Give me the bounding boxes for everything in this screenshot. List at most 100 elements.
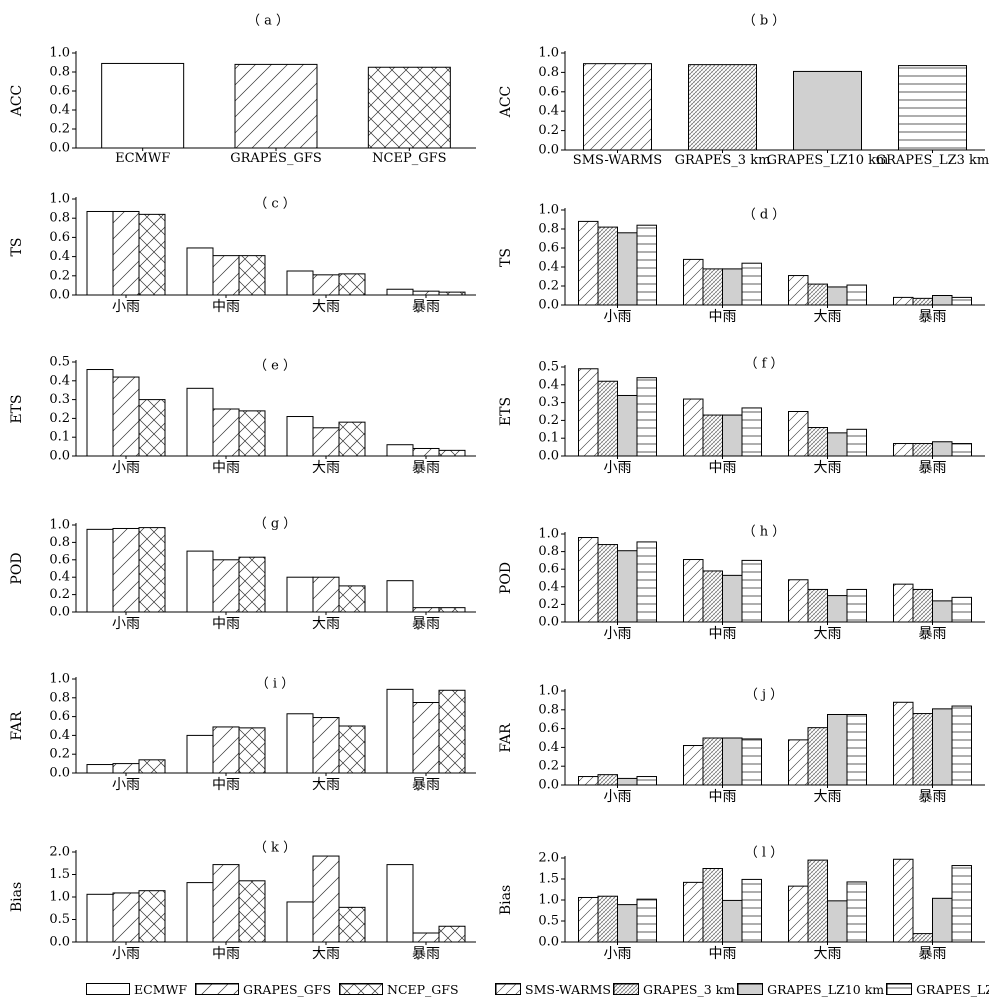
x-tick-label: GRAPES_LZ3 km bbox=[876, 153, 989, 168]
bar-grapes-lz3-km bbox=[636, 377, 657, 457]
bar-grapes-lz3-km bbox=[846, 881, 867, 943]
y-tick-label: 0.2 bbox=[49, 268, 70, 283]
bar-sms-warms bbox=[893, 701, 914, 786]
bar-grapes-lz3-km bbox=[636, 541, 657, 623]
x-tick-label: 中雨 bbox=[212, 460, 240, 476]
y-tick-label: 1.0 bbox=[49, 518, 70, 533]
bar-grapes-3-km bbox=[688, 64, 757, 151]
y-tick-label: 0.6 bbox=[538, 84, 559, 99]
bar-ecmwf bbox=[86, 210, 114, 296]
y-tick-label: 0.8 bbox=[538, 65, 559, 80]
bar-grapes-lz10-km bbox=[932, 600, 953, 623]
x-tick-label: 暴雨 bbox=[412, 616, 440, 632]
bar-grapes-lz10-km bbox=[617, 904, 638, 943]
bar-sms-warms bbox=[683, 745, 704, 786]
legend-swatch-grapes-lz10km bbox=[737, 983, 764, 995]
y-tick-label: 0.4 bbox=[538, 377, 559, 392]
y-tick-label: 0.0 bbox=[538, 298, 559, 313]
x-tick-label: 中雨 bbox=[212, 946, 240, 962]
y-tick-label: 0.4 bbox=[538, 579, 559, 594]
x-tick-label: 小雨 bbox=[112, 946, 140, 962]
bar-ecmwf bbox=[286, 576, 314, 613]
bar-grapes-gfs bbox=[412, 702, 440, 774]
bar-grapes-lz10-km bbox=[722, 574, 743, 623]
bar-grapes-lz3-km bbox=[951, 596, 972, 623]
y-axis-label: ACC bbox=[9, 85, 25, 118]
bar-ncep-gfs bbox=[438, 689, 466, 774]
bar-grapes-3-km bbox=[597, 895, 618, 943]
bar-grapes-gfs bbox=[212, 726, 240, 774]
x-tick-label: 中雨 bbox=[212, 777, 240, 793]
bar-ecmwf bbox=[86, 369, 114, 457]
y-axis-label: FAR bbox=[9, 711, 25, 741]
legend-label: GRAPES_LZ10 km bbox=[767, 981, 885, 997]
x-tick-label: SMS-WARMS bbox=[573, 153, 662, 168]
y-tick-label: 0.0 bbox=[49, 288, 70, 303]
y-tick-label: 0.4 bbox=[49, 249, 70, 264]
bar-ncep-gfs bbox=[438, 607, 466, 613]
x-tick-label: GRAPES_GFS bbox=[230, 151, 322, 166]
chart-panel-d: （ d ） TS 0.0 0.2 0.4 0.6 0.8 1.0 小雨 中雨 大雨 暴雨 bbox=[498, 203, 985, 325]
y-tick-label: 0.4 bbox=[49, 373, 70, 388]
chart-panel-k: （ k ） Bias 0.0 0.5 1.0 1.5 2.0 小雨 中雨 大雨 暴雨 bbox=[9, 841, 476, 962]
bar-grapes-lz10-km bbox=[722, 414, 743, 457]
y-axis-label: POD bbox=[498, 562, 514, 594]
panel-label: （ f ） bbox=[744, 357, 783, 372]
bar-sms-warms bbox=[578, 896, 599, 943]
y-tick-label: 0.2 bbox=[49, 587, 70, 602]
x-tick-label: 大雨 bbox=[312, 460, 340, 476]
y-tick-label: 1.0 bbox=[49, 672, 70, 687]
x-tick-label: 大雨 bbox=[814, 309, 842, 325]
y-tick-label: 1.0 bbox=[538, 46, 559, 61]
y-tick-label: 2.0 bbox=[49, 845, 70, 860]
x-tick-label: 中雨 bbox=[709, 626, 737, 642]
bar-grapes-lz10-km bbox=[827, 595, 848, 623]
bar-grapes-gfs bbox=[212, 559, 240, 613]
y-tick-label: 0.4 bbox=[49, 728, 70, 743]
bar-sms-warms bbox=[788, 739, 809, 786]
chart-panel-i: （ i ） FAR 0.0 0.2 0.4 0.6 0.8 1.0 小雨 中雨 大雨 暴雨 bbox=[9, 672, 476, 793]
y-tick-label: 0.3 bbox=[49, 392, 70, 407]
y-axis-label: TS bbox=[498, 248, 514, 267]
legend-label: SMS-WARMS bbox=[525, 981, 611, 997]
legend-label: GRAPES_GFS bbox=[243, 981, 332, 997]
bar-ncep-gfs bbox=[338, 585, 366, 613]
y-tick-label: 1.0 bbox=[538, 893, 559, 908]
y-tick-label: 0.1 bbox=[49, 430, 70, 445]
panel-label: （ b ） bbox=[743, 14, 786, 29]
y-tick-label: 1.0 bbox=[49, 46, 70, 61]
y-tick-label: 0.5 bbox=[538, 360, 559, 375]
x-tick-label: 小雨 bbox=[604, 789, 632, 805]
bar-sms-warms bbox=[788, 579, 809, 623]
y-tick-label: 0.6 bbox=[49, 552, 70, 567]
bar-ecmwf bbox=[86, 528, 114, 613]
x-tick-label: 小雨 bbox=[112, 460, 140, 476]
y-tick-label: 0.6 bbox=[49, 230, 70, 245]
bar-grapes-3-km bbox=[807, 727, 828, 786]
bar-grapes-lz3-km bbox=[846, 284, 867, 306]
bar-grapes-gfs bbox=[312, 576, 340, 613]
bar-ncep-gfs bbox=[138, 399, 166, 457]
bar-grapes-lz10-km bbox=[827, 432, 848, 457]
bar-sms-warms bbox=[578, 537, 599, 623]
legend-item: GRAPES_GFS bbox=[195, 982, 331, 997]
x-tick-label: 小雨 bbox=[112, 299, 140, 315]
legend-label: NCEP_GFS bbox=[387, 981, 459, 997]
y-tick-label: 0.6 bbox=[538, 721, 559, 736]
bar-sms-warms bbox=[893, 443, 914, 457]
x-tick-label: 小雨 bbox=[112, 616, 140, 632]
legend-label: ECMWF bbox=[134, 981, 188, 997]
bar-grapes-3-km bbox=[912, 713, 933, 786]
bar-grapes-gfs bbox=[312, 274, 340, 296]
y-tick-label: 0.0 bbox=[49, 935, 70, 950]
legend-item: GRAPES_3 km bbox=[612, 982, 735, 997]
y-tick-label: 0.8 bbox=[538, 702, 559, 717]
bar-grapes-lz10-km bbox=[722, 268, 743, 306]
bar-ncep-gfs bbox=[438, 925, 466, 943]
x-tick-label: 大雨 bbox=[814, 460, 842, 476]
y-tick-label: 0.0 bbox=[538, 778, 559, 793]
bar-ecmwf bbox=[386, 580, 414, 613]
y-tick-label: 0.0 bbox=[49, 605, 70, 620]
panel-label: （ i ） bbox=[256, 677, 294, 692]
